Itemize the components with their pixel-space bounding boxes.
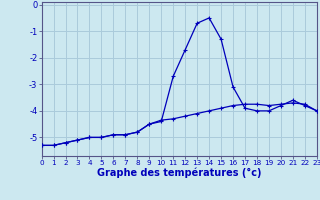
X-axis label: Graphe des températures (°c): Graphe des températures (°c) (97, 168, 261, 178)
